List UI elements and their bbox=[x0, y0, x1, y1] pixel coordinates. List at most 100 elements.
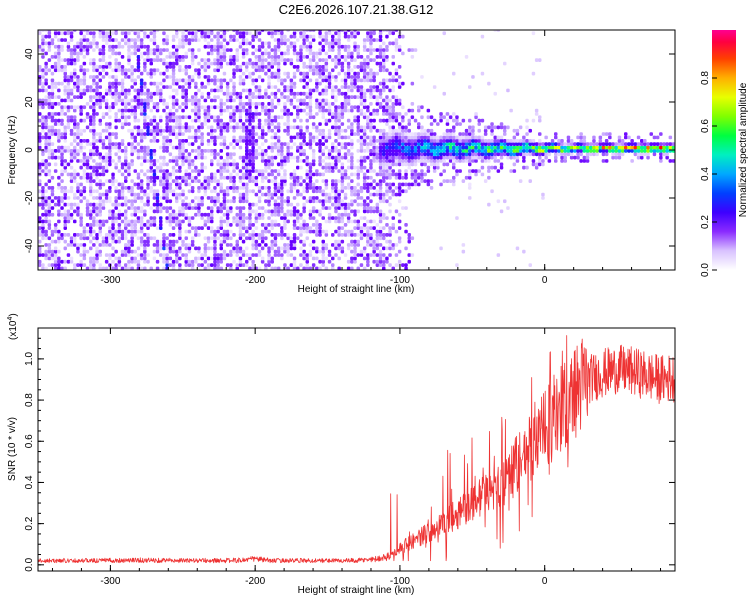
spectrogram-cell bbox=[165, 48, 169, 52]
spectrogram-cell bbox=[155, 196, 160, 200]
spectrogram-cell bbox=[162, 239, 166, 244]
spectrogram-cell bbox=[369, 192, 373, 197]
spectrogram-cell bbox=[315, 51, 319, 56]
spectrogram-cell bbox=[439, 145, 443, 150]
spectrogram-cell bbox=[197, 186, 201, 190]
spectrogram-cell bbox=[162, 233, 166, 237]
spectrogram-cell bbox=[404, 159, 408, 163]
spectrogram-cell bbox=[149, 175, 153, 180]
spectrogram-cell bbox=[391, 246, 395, 251]
spectrogram-cell bbox=[238, 249, 243, 254]
spectrogram-cell bbox=[401, 51, 405, 56]
spectrogram-cell bbox=[245, 139, 249, 143]
spectrogram-cell bbox=[318, 155, 322, 160]
spectrogram-cell bbox=[308, 186, 313, 190]
spectrogram-cell bbox=[238, 196, 243, 200]
spectrogram-cell bbox=[53, 266, 58, 270]
spectrogram-cell bbox=[232, 115, 236, 120]
spectrogram-cell bbox=[260, 41, 265, 46]
spectrogram-cell bbox=[245, 68, 249, 73]
spectrogram-cell bbox=[92, 236, 96, 241]
spectrogram-cell bbox=[92, 81, 96, 86]
spectrogram-cell bbox=[108, 152, 112, 157]
spectrogram-cell bbox=[101, 115, 106, 120]
spectrogram-cell bbox=[369, 128, 373, 133]
spectrogram-cell bbox=[66, 145, 71, 150]
spectrogram-cell bbox=[324, 169, 329, 173]
spectrogram-cell bbox=[60, 145, 64, 150]
spectrogram-cell bbox=[391, 155, 395, 160]
spectrogram-cell bbox=[162, 31, 166, 36]
spectrogram-cell bbox=[296, 55, 300, 59]
spectrogram-cell bbox=[66, 31, 71, 36]
spectrogram-cell bbox=[104, 192, 109, 197]
spectrogram-cell bbox=[165, 118, 169, 123]
spectrogram-cell bbox=[216, 263, 220, 267]
spectrogram-cell bbox=[359, 159, 364, 163]
spectrogram-cell bbox=[337, 38, 341, 42]
spectrogram-cell bbox=[260, 239, 265, 244]
spectrogram-cell bbox=[155, 132, 160, 136]
spectrogram-cell bbox=[362, 186, 367, 190]
spectrogram-cell bbox=[331, 38, 335, 42]
spectrogram-cell bbox=[89, 172, 93, 177]
spectrogram-cell bbox=[50, 128, 55, 133]
spectrogram-cell bbox=[152, 175, 157, 180]
spectrogram-cell bbox=[372, 243, 376, 247]
spectrogram-cell bbox=[133, 209, 137, 214]
spectrogram-cell bbox=[66, 196, 71, 200]
spectrogram-cell bbox=[464, 132, 469, 136]
spectrogram-cell bbox=[248, 226, 252, 230]
spectrogram-cell bbox=[114, 152, 118, 157]
spectrogram-cell bbox=[133, 135, 137, 140]
spectrogram-cell bbox=[60, 65, 64, 69]
spectrogram-cell bbox=[334, 112, 338, 116]
spectrogram-cell bbox=[346, 149, 351, 153]
spectrogram-cell bbox=[331, 189, 335, 194]
spectrogram-cell bbox=[117, 209, 122, 214]
spectrogram-cell bbox=[98, 202, 102, 207]
spectrogram-cell bbox=[149, 38, 153, 42]
spectrogram-cell bbox=[289, 182, 294, 187]
spectrogram-cell bbox=[127, 186, 131, 190]
spectrogram-cell bbox=[155, 85, 160, 89]
spectrogram-cell bbox=[248, 102, 252, 106]
spectrogram-cell bbox=[130, 44, 134, 49]
spectrogram-cell bbox=[136, 196, 141, 200]
spectrogram-cell bbox=[296, 135, 300, 140]
spectrogram-cell bbox=[388, 145, 392, 150]
spectrogram-cell bbox=[401, 206, 405, 210]
spectrogram-cell bbox=[44, 142, 48, 146]
spectrogram-cell bbox=[257, 172, 262, 177]
spectrogram-cell bbox=[436, 165, 440, 170]
spectrogram-cell bbox=[197, 118, 201, 123]
spectrogram-cell bbox=[85, 155, 90, 160]
spectrogram-cell bbox=[124, 223, 128, 227]
spectrogram-cell bbox=[382, 246, 386, 251]
spectrogram-cell bbox=[114, 179, 118, 183]
spectrogram-cell bbox=[136, 132, 141, 136]
spectrogram-cell bbox=[57, 139, 61, 143]
spectrogram-cell bbox=[89, 118, 93, 123]
spectrogram-cell bbox=[63, 186, 67, 190]
spectrogram-cell bbox=[175, 259, 179, 264]
spectrogram-cell bbox=[69, 165, 74, 170]
spectrogram-cell bbox=[143, 223, 147, 227]
spectrogram-cell bbox=[324, 155, 329, 160]
spectrogram-cell bbox=[98, 253, 102, 257]
spectrogram-cell bbox=[47, 169, 52, 173]
spectrogram-cell bbox=[69, 216, 74, 220]
spectrogram-cell bbox=[442, 139, 446, 143]
spectrogram-cell bbox=[60, 44, 64, 49]
spectrogram-cell bbox=[175, 58, 179, 62]
spectrogram-cell bbox=[359, 233, 364, 237]
spectrogram-cell bbox=[168, 256, 173, 261]
spectrogram-cell bbox=[337, 152, 341, 157]
spectrogram-cell bbox=[165, 172, 169, 177]
spectrogram-cell bbox=[334, 41, 338, 46]
spectrogram-cell bbox=[63, 162, 67, 167]
spectrogram-cell bbox=[104, 162, 109, 167]
spectrogram-cell bbox=[382, 253, 386, 257]
spectrogram-cell bbox=[73, 155, 77, 160]
spectrogram-cell bbox=[127, 58, 131, 62]
